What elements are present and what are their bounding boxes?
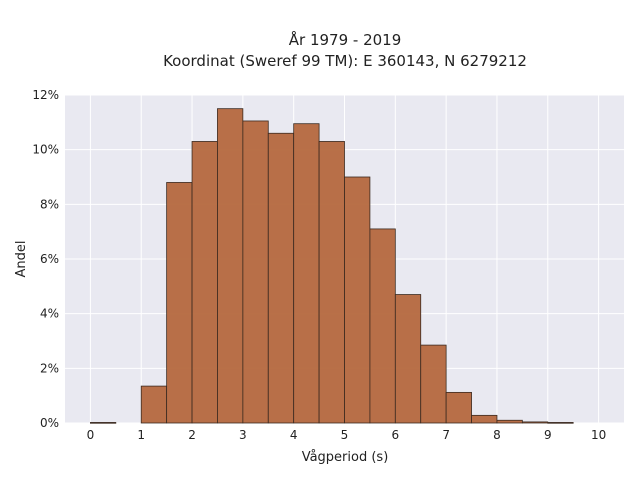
x-tick-label: 0 bbox=[87, 428, 95, 442]
histogram-bar bbox=[140, 385, 168, 424]
y-tick-label: 2% bbox=[40, 361, 59, 375]
chart-title-line-2: Koordinat (Sweref 99 TM): E 360143, N 62… bbox=[163, 52, 527, 70]
y-axis-label: Andel bbox=[14, 241, 29, 278]
histogram-bar bbox=[293, 123, 320, 424]
x-axis-ticks: 0 1 2 3 4 5 6 7 8 9 10 bbox=[87, 428, 607, 442]
x-tick-label: 2 bbox=[188, 428, 196, 442]
x-tick-label: 8 bbox=[493, 428, 501, 442]
histogram-bar bbox=[547, 422, 574, 424]
x-tick-label: 3 bbox=[239, 428, 247, 442]
y-tick-label: 10% bbox=[32, 143, 59, 157]
y-tick-label: 6% bbox=[40, 252, 59, 266]
x-tick-label: 9 bbox=[544, 428, 552, 442]
histogram-bar bbox=[369, 228, 396, 424]
y-axis-ticks: 0% 2% 4% 6% 8% 10% 12% bbox=[32, 88, 59, 430]
histogram-bar bbox=[496, 419, 523, 424]
histogram-bar bbox=[166, 182, 193, 424]
x-tick-label: 6 bbox=[391, 428, 399, 442]
histogram-bar bbox=[521, 421, 549, 424]
histogram-bar bbox=[267, 132, 295, 424]
y-tick-label: 8% bbox=[40, 197, 59, 211]
y-tick-label: 0% bbox=[40, 416, 59, 430]
histogram-bar bbox=[191, 141, 218, 424]
x-tick-label: 10 bbox=[591, 428, 606, 442]
x-tick-label: 5 bbox=[341, 428, 349, 442]
histogram-bar bbox=[242, 120, 269, 424]
histogram-bar bbox=[420, 344, 447, 424]
chart-title-line-1: År 1979 - 2019 bbox=[289, 30, 402, 49]
histogram-bar bbox=[394, 294, 422, 424]
y-tick-label: 12% bbox=[32, 88, 59, 102]
x-tick-label: 4 bbox=[290, 428, 298, 442]
x-tick-label: 1 bbox=[137, 428, 145, 442]
histogram-bar bbox=[344, 176, 371, 424]
histogram-bar bbox=[318, 141, 345, 424]
histogram-bar bbox=[471, 414, 498, 424]
y-tick-label: 4% bbox=[40, 307, 59, 321]
histogram-bar bbox=[445, 391, 472, 424]
histogram-bar bbox=[217, 108, 244, 424]
histogram-bar bbox=[90, 422, 117, 424]
histogram-bars bbox=[90, 108, 574, 424]
x-axis-label: Vågperiod (s) bbox=[302, 450, 389, 465]
x-tick-label: 7 bbox=[442, 428, 450, 442]
